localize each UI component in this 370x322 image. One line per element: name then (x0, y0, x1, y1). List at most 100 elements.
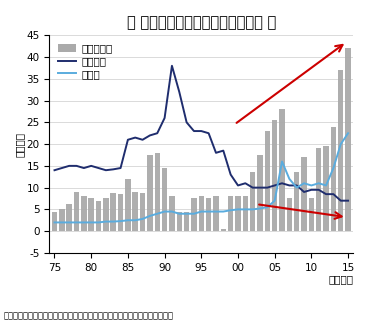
配当金 (148, 214, 152, 218)
Bar (221, 229, 226, 231)
Bar (199, 196, 204, 231)
配当金 (236, 207, 240, 211)
Bar (132, 192, 138, 231)
支払利息 (133, 136, 138, 139)
配当金 (214, 210, 218, 213)
支払利息 (199, 129, 204, 133)
支払利息 (316, 188, 321, 192)
支払利息 (309, 188, 314, 192)
配当金 (272, 199, 277, 203)
配当金 (309, 184, 314, 187)
配当金 (324, 184, 328, 187)
Bar (74, 192, 79, 231)
配当金 (199, 210, 204, 213)
Bar (162, 168, 167, 231)
支払利息 (82, 166, 86, 170)
支払利息 (272, 184, 277, 187)
配当金 (258, 207, 262, 211)
Title: 【 企業業績と投資家への収益還元 】: 【 企業業績と投資家への収益還元 】 (127, 15, 276, 30)
支払利息 (221, 149, 226, 153)
支払利息 (155, 131, 159, 135)
配当金 (206, 210, 211, 213)
Bar (147, 155, 153, 231)
支払利息 (236, 184, 240, 187)
配当金 (295, 186, 299, 190)
支払利息 (74, 164, 79, 168)
配当金 (184, 212, 189, 216)
Text: （資料）財務総合政策研究所「法人企業統計」より、みずほ総合研究所作成: （資料）財務総合政策研究所「法人企業統計」より、みずほ総合研究所作成 (4, 311, 174, 320)
配当金 (339, 142, 343, 146)
Bar (345, 48, 351, 231)
Bar (243, 196, 248, 231)
配当金 (243, 207, 248, 211)
Bar (235, 196, 241, 231)
支払利息 (250, 186, 255, 190)
配当金 (140, 217, 145, 221)
支払利息 (104, 168, 108, 172)
配当金 (177, 212, 182, 216)
支払利息 (206, 131, 211, 135)
Bar (309, 198, 314, 231)
Bar (294, 172, 299, 231)
配当金 (331, 166, 336, 170)
配当金 (192, 212, 196, 216)
Line: 配当金: 配当金 (54, 133, 348, 223)
配当金 (346, 131, 350, 135)
Bar (272, 120, 278, 231)
支払利息 (295, 184, 299, 187)
支払利息 (89, 164, 93, 168)
配当金 (133, 218, 138, 222)
Bar (265, 131, 270, 231)
Bar (140, 193, 145, 231)
支払利息 (148, 134, 152, 137)
支払利息 (60, 166, 64, 170)
Bar (287, 198, 292, 231)
配当金 (250, 207, 255, 211)
支払利息 (339, 199, 343, 203)
Bar (81, 196, 87, 231)
配当金 (155, 212, 159, 216)
Bar (52, 212, 57, 231)
支払利息 (228, 173, 233, 176)
配当金 (265, 205, 270, 209)
配当金 (126, 218, 130, 222)
Bar (176, 212, 182, 231)
Bar (59, 209, 65, 231)
支払利息 (96, 166, 101, 170)
支払利息 (118, 166, 123, 170)
Bar (103, 198, 109, 231)
支払利息 (287, 184, 292, 187)
Bar (191, 198, 197, 231)
支払利息 (265, 186, 270, 190)
支払利息 (177, 90, 182, 94)
Bar (338, 70, 343, 231)
配当金 (67, 221, 71, 224)
Bar (279, 109, 285, 231)
配当金 (162, 210, 167, 213)
Bar (118, 194, 123, 231)
Text: （年度）: （年度） (328, 275, 353, 285)
Bar (125, 179, 131, 231)
配当金 (74, 221, 79, 224)
Bar (206, 198, 211, 231)
配当金 (170, 210, 174, 213)
支払利息 (111, 167, 115, 171)
支払利息 (331, 192, 336, 196)
Bar (323, 146, 329, 231)
Bar (331, 127, 336, 231)
支払利息 (192, 129, 196, 133)
Y-axis label: （兆円）: （兆円） (15, 132, 25, 156)
支払利息 (302, 190, 306, 194)
Bar (155, 153, 160, 231)
配当金 (82, 221, 86, 224)
Line: 支払利息: 支払利息 (54, 66, 348, 201)
Bar (250, 172, 255, 231)
配当金 (302, 181, 306, 185)
Bar (316, 148, 322, 231)
Bar (96, 201, 101, 231)
Bar (184, 212, 189, 231)
支払利息 (346, 199, 350, 203)
配当金 (89, 221, 93, 224)
支払利息 (280, 181, 284, 185)
Bar (228, 196, 233, 231)
